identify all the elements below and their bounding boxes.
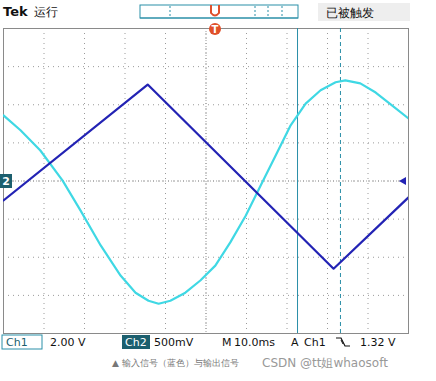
svg-text:Ch1: Ch1 — [6, 336, 28, 349]
svg-text:▲ 输入信号（蓝色）与输出信号: ▲ 输入信号（蓝色）与输出信号 — [112, 358, 239, 368]
svg-text:Ch1: Ch1 — [304, 336, 326, 349]
svg-text:10.0ms: 10.0ms — [234, 336, 275, 349]
svg-text:M: M — [222, 336, 232, 349]
svg-text:Tek: Tek — [3, 4, 28, 19]
svg-text:T: T — [212, 24, 219, 35]
svg-text:Ch2: Ch2 — [125, 336, 147, 349]
svg-text:2: 2 — [2, 175, 10, 188]
svg-text:1.32 V: 1.32 V — [360, 336, 396, 349]
svg-text:500mV: 500mV — [154, 336, 194, 349]
svg-text:运行: 运行 — [34, 5, 58, 19]
svg-text:2.00 V: 2.00 V — [50, 336, 86, 349]
svg-text:已被触发: 已被触发 — [326, 6, 374, 20]
svg-text:A: A — [291, 336, 299, 349]
svg-text:CSDN @tt姐whaosoft: CSDN @tt姐whaosoft — [262, 356, 388, 370]
